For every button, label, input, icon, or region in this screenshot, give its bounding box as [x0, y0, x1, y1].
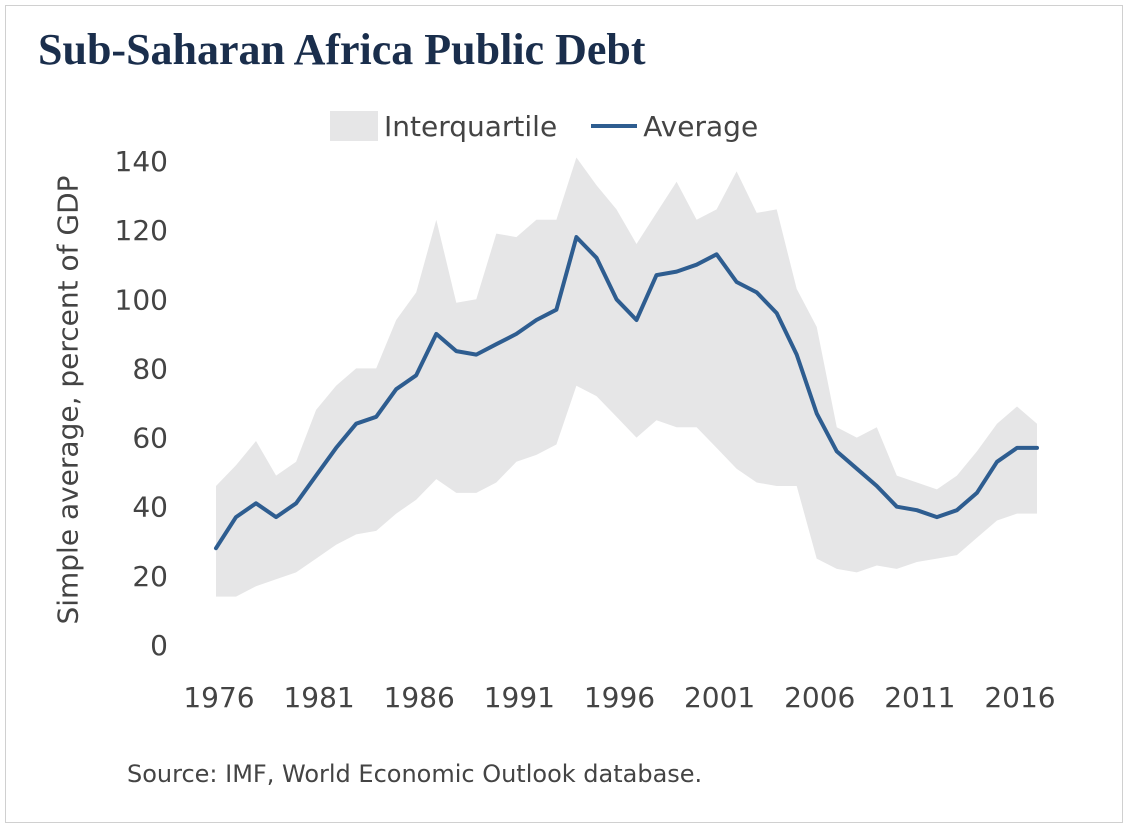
x-tick-label: 1996	[584, 681, 655, 714]
y-tick-label: 80	[132, 352, 168, 385]
legend-label-interquartile: Interquartile	[384, 109, 558, 143]
y-tick-label: 60	[132, 422, 168, 455]
legend-swatch-interquartile	[330, 111, 378, 141]
y-tick-label: 120	[115, 214, 168, 247]
chart-legend: Interquartile Average	[330, 106, 758, 146]
x-tick-label: 2001	[684, 681, 755, 714]
series-interquartile-band	[216, 157, 1037, 597]
y-tick-label: 140	[115, 145, 168, 178]
x-tick-label: 1991	[484, 681, 555, 714]
series-average-line	[214, 235, 1039, 551]
legend-label-average: Average	[643, 109, 759, 143]
x-tick-label: 2016	[984, 681, 1055, 714]
y-tick-label: 0	[150, 629, 168, 662]
y-tick-label: 40	[132, 491, 168, 524]
x-tick-label: 1986	[384, 681, 455, 714]
legend-item-average: Average	[557, 110, 758, 143]
y-tick-label: 20	[132, 560, 168, 593]
x-tick-label: 2006	[784, 681, 855, 714]
chart-title: Sub-Saharan Africa Public Debt	[38, 25, 646, 74]
source-note: Source: IMF, World Economic Outlook data…	[127, 760, 703, 788]
legend-swatch-average	[591, 124, 638, 128]
x-tick-label: 1981	[283, 681, 354, 714]
x-tick-label: 2011	[884, 681, 955, 714]
legend-item-interquartile: Interquartile	[330, 110, 557, 143]
x-tick-label: 1976	[183, 681, 254, 714]
y-tick-label: 100	[115, 283, 168, 316]
